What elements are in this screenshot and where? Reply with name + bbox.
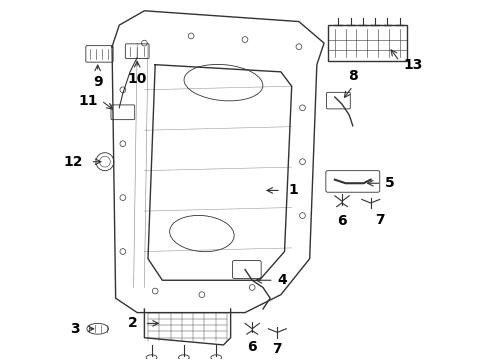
Text: 6: 6 (337, 214, 347, 228)
Text: 2: 2 (127, 316, 137, 330)
Text: 11: 11 (78, 94, 98, 108)
Text: 8: 8 (348, 69, 358, 83)
Text: 6: 6 (247, 339, 257, 354)
Bar (328, 25, 407, 61)
Text: 7: 7 (375, 213, 385, 227)
Text: 5: 5 (385, 176, 395, 190)
Text: 1: 1 (288, 184, 298, 197)
Text: 3: 3 (70, 322, 80, 336)
Text: 13: 13 (403, 58, 422, 72)
Text: 10: 10 (127, 72, 147, 86)
Text: 12: 12 (64, 155, 83, 169)
Text: 9: 9 (93, 76, 102, 89)
Text: 7: 7 (272, 342, 282, 356)
Text: 4: 4 (277, 273, 287, 287)
